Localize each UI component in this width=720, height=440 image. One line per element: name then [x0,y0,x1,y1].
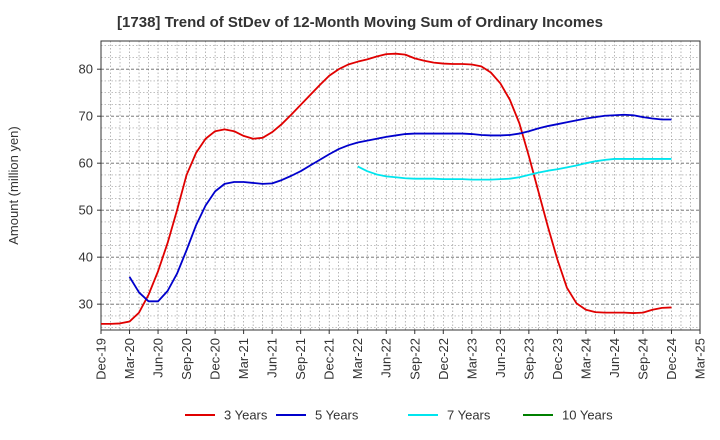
x-tick-label: Jun-23 [493,338,508,378]
y-tick-label: 80 [79,62,93,77]
series-line-7-years [357,158,672,181]
x-tick-label: Mar-22 [350,338,365,379]
x-tick-label: Jun-24 [607,338,622,378]
x-tick-label: Sep-24 [635,338,650,380]
legend-label: 5 Years [315,408,359,423]
chart-title: [1738] Trend of StDev of 12-Month Moving… [117,14,603,31]
legend-label: 3 Years [224,408,268,423]
y-tick-label: 30 [79,297,93,312]
y-tick-label: 60 [79,156,93,171]
x-tick-label: Mar-20 [122,338,137,379]
series-line-3-years [101,52,672,325]
y-tick-label: 40 [79,250,93,265]
x-tick-label: Sep-23 [521,338,536,380]
plot-frame [100,40,701,331]
x-tick-label: Mar-21 [236,338,251,379]
x-tick-label: Dec-24 [664,338,679,380]
y-axis-label: Amount (million yen) [6,126,21,245]
x-tick-label: Mar-24 [578,338,593,379]
x-tick-label: Dec-19 [94,338,109,380]
x-tick-label: Sep-20 [179,338,194,380]
x-tick-label: Jun-20 [151,338,166,378]
x-tick-label: Sep-22 [407,338,422,380]
y-tick-label: 50 [79,203,93,218]
x-tick-label: Mar-23 [464,338,479,379]
x-tick-label: Dec-23 [550,338,565,380]
series-line-5-years [128,113,672,303]
x-tick-label: Sep-21 [293,338,308,380]
x-tick-label: Mar-25 [693,338,708,379]
legend-label: 10 Years [562,408,613,423]
x-tick-label: Jun-21 [265,338,280,378]
x-tick-label: Dec-22 [436,338,451,380]
legend-label: 7 Years [447,408,491,423]
x-tick-label: Dec-21 [322,338,337,380]
x-tick-label: Jun-22 [379,338,394,378]
y-tick-label: 70 [79,109,93,124]
x-tick-label: Dec-20 [208,338,223,380]
